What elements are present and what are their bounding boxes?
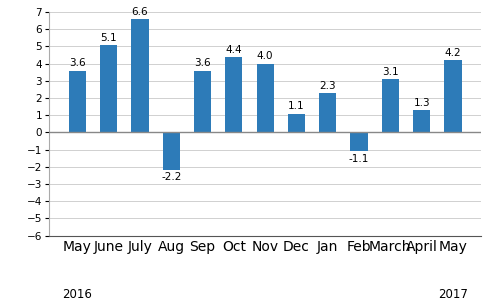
Bar <box>131 19 149 132</box>
Text: 4.4: 4.4 <box>225 44 242 55</box>
Text: 3.1: 3.1 <box>382 67 399 77</box>
Text: -1.1: -1.1 <box>349 153 369 164</box>
Text: 6.6: 6.6 <box>132 7 148 17</box>
Bar <box>256 64 274 132</box>
Bar <box>100 45 117 132</box>
Text: 1.3: 1.3 <box>413 98 430 108</box>
Bar <box>382 79 399 132</box>
Text: 3.6: 3.6 <box>69 58 85 68</box>
Bar <box>163 132 180 170</box>
Bar <box>225 57 243 132</box>
Bar <box>444 60 462 132</box>
Text: 2016: 2016 <box>62 288 92 301</box>
Text: 2017: 2017 <box>438 288 468 301</box>
Bar <box>319 93 336 132</box>
Text: 5.1: 5.1 <box>100 33 117 43</box>
Text: 1.1: 1.1 <box>288 101 305 111</box>
Text: 4.0: 4.0 <box>257 51 273 61</box>
Bar <box>194 71 211 132</box>
Bar <box>351 132 368 151</box>
Text: 2.3: 2.3 <box>320 81 336 91</box>
Text: 3.6: 3.6 <box>194 58 211 68</box>
Bar <box>69 71 86 132</box>
Text: 4.2: 4.2 <box>445 48 461 58</box>
Bar <box>288 114 305 132</box>
Bar <box>413 110 430 132</box>
Text: -2.2: -2.2 <box>161 172 182 182</box>
